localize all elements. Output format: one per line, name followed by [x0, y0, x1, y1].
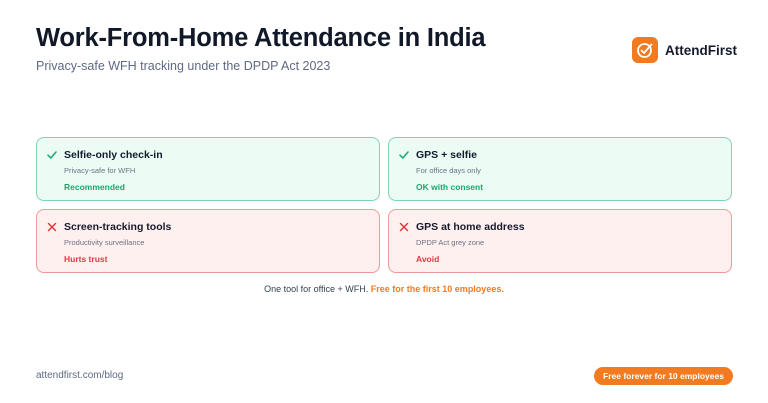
- tagline: One tool for office + WFH. Free for the …: [0, 284, 768, 294]
- card-verdict: Hurts trust: [64, 254, 108, 264]
- option-card-screen-tracking: Screen-tracking tools Productivity surve…: [36, 209, 380, 273]
- checkmark-icon: [399, 150, 409, 160]
- checkmark-icon: [47, 150, 57, 160]
- card-description: For office days only: [416, 166, 481, 175]
- card-title: Screen-tracking tools: [64, 221, 172, 233]
- brand: AttendFirst: [632, 37, 737, 63]
- option-card-gps-selfie: GPS + selfie For office days only OK wit…: [388, 137, 732, 201]
- card-description: DPDP Act grey zone: [416, 238, 485, 247]
- tagline-text: One tool for office + WFH.: [264, 284, 369, 294]
- check-circle-icon: [632, 37, 658, 63]
- option-card-selfie-only: Selfie-only check-in Privacy-safe for WF…: [36, 137, 380, 201]
- card-verdict: Recommended: [64, 182, 125, 192]
- card-title: GPS + selfie: [416, 149, 477, 161]
- card-description: Privacy-safe for WFH: [64, 166, 136, 175]
- blog-link[interactable]: attendfirst.com/blog: [36, 370, 124, 381]
- card-description: Productivity surveillance: [64, 238, 145, 247]
- cross-icon: [47, 222, 57, 232]
- card-verdict: OK with consent: [416, 182, 484, 192]
- page-title: Work-From-Home Attendance in India: [36, 24, 486, 52]
- page-subtitle: Privacy-safe WFH tracking under the DPDP…: [36, 59, 331, 73]
- card-verdict: Avoid: [416, 254, 440, 264]
- card-title: Selfie-only check-in: [64, 149, 163, 161]
- card-title: GPS at home address: [416, 221, 525, 233]
- option-card-gps-home: GPS at home address DPDP Act grey zone A…: [388, 209, 732, 273]
- cross-icon: [399, 222, 409, 232]
- brand-name: AttendFirst: [665, 42, 737, 58]
- free-forever-button[interactable]: Free forever for 10 employees: [594, 367, 733, 385]
- tagline-accent: Free for the first 10 employees.: [370, 284, 504, 294]
